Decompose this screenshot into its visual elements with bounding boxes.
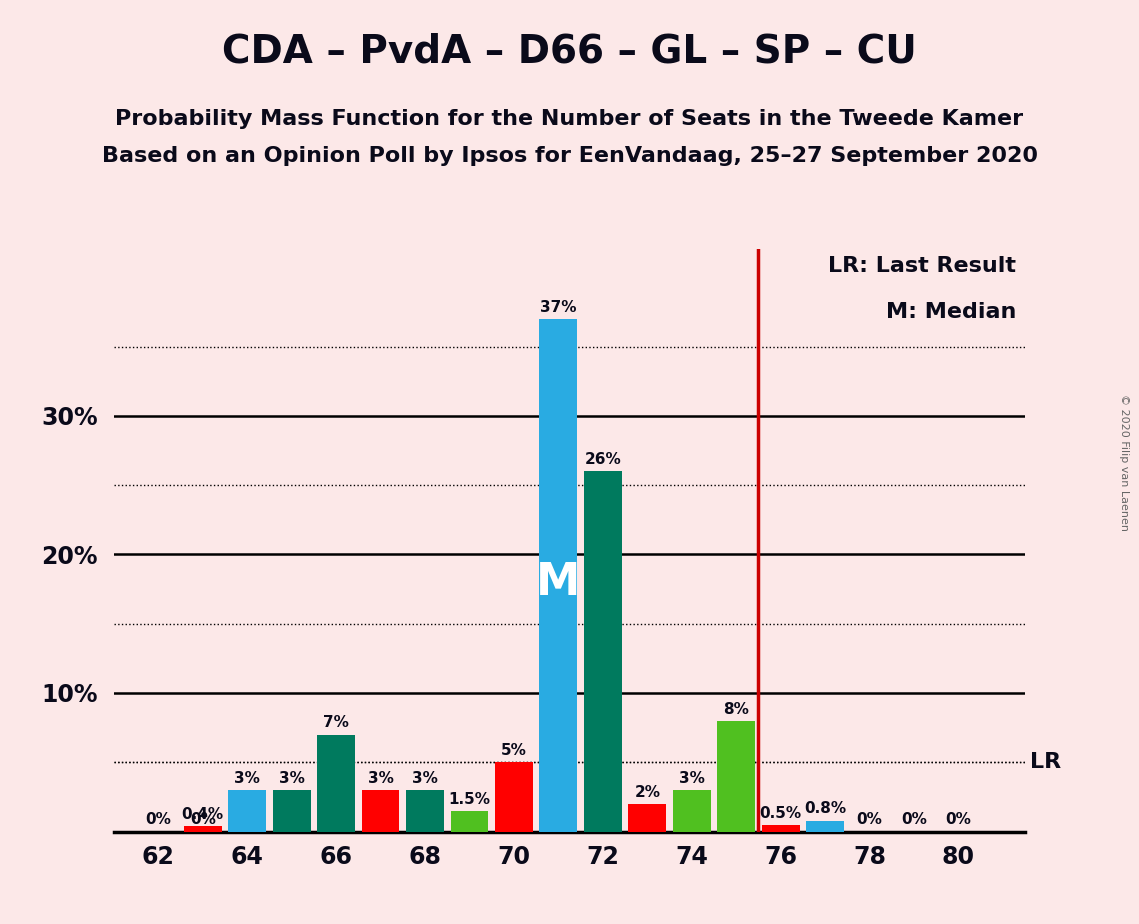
Text: 0%: 0% [146, 812, 171, 828]
Text: CDA – PvdA – D66 – GL – SP – CU: CDA – PvdA – D66 – GL – SP – CU [222, 32, 917, 70]
Text: 3%: 3% [235, 771, 260, 785]
Bar [318, 735, 355, 832]
Text: 1.5%: 1.5% [449, 792, 491, 807]
Text: 0%: 0% [190, 812, 215, 828]
Bar [183, 826, 222, 832]
Text: 5%: 5% [501, 743, 527, 758]
Text: 0.8%: 0.8% [804, 801, 846, 817]
Text: © 2020 Filip van Laenen: © 2020 Filip van Laenen [1120, 394, 1129, 530]
Text: LR: LR [1030, 752, 1060, 772]
Bar [495, 762, 533, 832]
Text: 7%: 7% [323, 715, 349, 730]
Text: 3%: 3% [279, 771, 304, 785]
Bar [273, 790, 311, 832]
Text: LR: Last Result: LR: Last Result [828, 257, 1016, 276]
Text: M: Median: M: Median [886, 302, 1016, 322]
Bar [451, 811, 489, 832]
Text: 26%: 26% [584, 452, 621, 468]
Text: 3%: 3% [412, 771, 439, 785]
Text: 0.4%: 0.4% [182, 807, 224, 822]
Text: Probability Mass Function for the Number of Seats in the Tweede Kamer: Probability Mass Function for the Number… [115, 109, 1024, 129]
Bar [540, 319, 577, 832]
Text: 37%: 37% [540, 299, 576, 314]
Text: 0%: 0% [857, 812, 883, 828]
Text: 0%: 0% [901, 812, 927, 828]
Bar [228, 790, 267, 832]
Bar [584, 471, 622, 832]
Bar [762, 824, 800, 832]
Text: 8%: 8% [723, 701, 749, 717]
Text: Based on an Opinion Poll by Ipsos for EenVandaag, 25–27 September 2020: Based on an Opinion Poll by Ipsos for Ee… [101, 146, 1038, 166]
Text: M: M [536, 561, 581, 603]
Bar [673, 790, 711, 832]
Text: 3%: 3% [679, 771, 705, 785]
Text: 0%: 0% [945, 812, 972, 828]
Bar [718, 721, 755, 832]
Bar [407, 790, 444, 832]
Bar [629, 804, 666, 832]
Bar [362, 790, 400, 832]
Text: 2%: 2% [634, 784, 661, 799]
Bar [806, 821, 844, 832]
Text: 3%: 3% [368, 771, 394, 785]
Text: 0.5%: 0.5% [760, 806, 802, 821]
